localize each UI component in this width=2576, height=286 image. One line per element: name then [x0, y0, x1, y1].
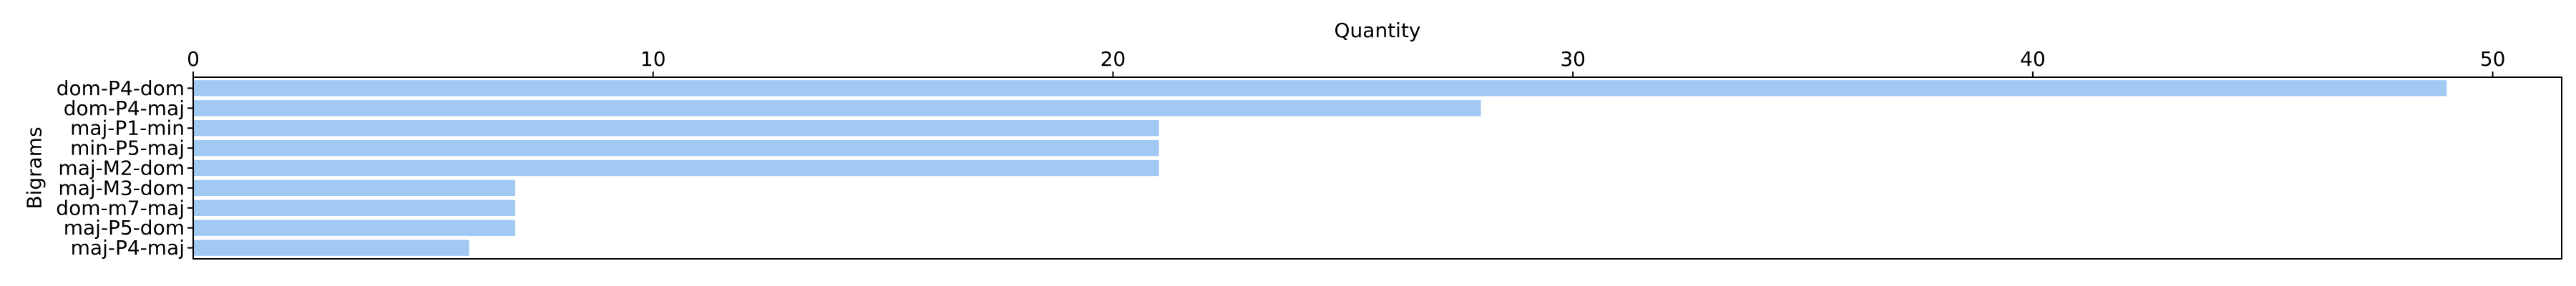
x-axis: 0 10 20 30 40 50: [187, 47, 2505, 77]
y-tick-label: dom-m7-maj: [56, 196, 185, 220]
y-axis-label: Bigrams: [23, 127, 47, 209]
y-tick-label: dom-P4-dom: [57, 77, 185, 100]
x-tick-label: 20: [1101, 47, 1126, 71]
bar-min-P5-maj: [193, 139, 1159, 157]
bars-layer: [193, 80, 2447, 256]
y-tick-label: maj-M3-dom: [58, 176, 185, 199]
x-tick-label: 0: [187, 47, 200, 71]
y-tick-label: dom-P4-maj: [64, 97, 185, 120]
x-tick-label: 30: [1560, 47, 1586, 71]
y-tick-label: min-P5-maj: [70, 137, 185, 160]
x-tick-label: 40: [2020, 47, 2046, 71]
y-tick-label: maj-P4-maj: [71, 236, 185, 260]
bar-maj-P4-maj: [193, 240, 469, 256]
x-tick-label: 10: [640, 47, 666, 71]
bar-dom-P4-dom: [193, 80, 2447, 97]
x-tick-label: 50: [2480, 47, 2506, 71]
y-tick-label: maj-P5-dom: [64, 216, 185, 240]
bar-maj-P1-min: [193, 120, 1159, 137]
y-axis: dom-P4-domdom-P4-majmaj-P1-minmin-P5-maj…: [56, 77, 193, 260]
x-axis-label: Quantity: [1335, 19, 1421, 42]
bar-maj-M3-dom: [193, 179, 515, 197]
y-tick-label: maj-P1-min: [70, 117, 185, 140]
plot-frame: [192, 77, 2562, 260]
bar-dom-P4-maj: [193, 100, 1481, 117]
bar-dom-m7-maj: [193, 199, 515, 216]
y-tick-label: maj-M2-dom: [58, 157, 185, 180]
bar-maj-M2-dom: [193, 159, 1159, 177]
bar-maj-P5-dom: [193, 220, 515, 236]
